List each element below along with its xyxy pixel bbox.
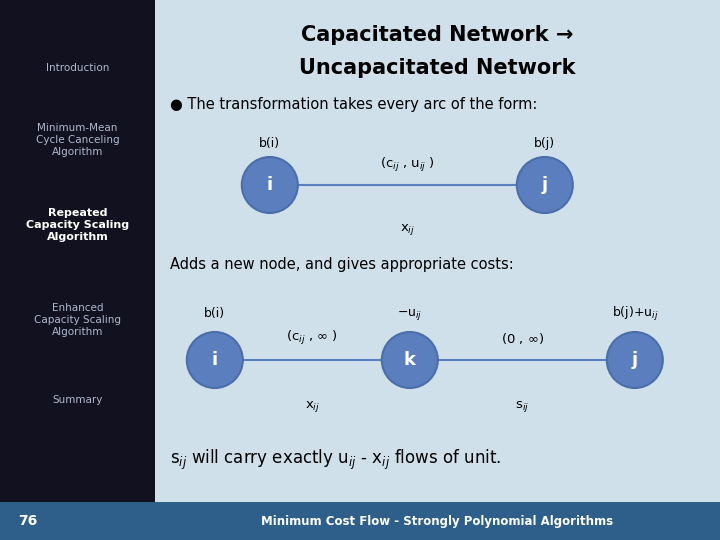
Text: Capacitated Network →: Capacitated Network → bbox=[301, 25, 574, 45]
Text: Enhanced
Capacity Scaling
Algorithm: Enhanced Capacity Scaling Algorithm bbox=[34, 303, 121, 336]
Text: x$_{ij}$: x$_{ij}$ bbox=[400, 222, 415, 238]
Text: s$_{ij}$: s$_{ij}$ bbox=[516, 399, 529, 414]
Text: j: j bbox=[631, 351, 638, 369]
Text: (c$_{ij}$ , u$_{ij}$ ): (c$_{ij}$ , u$_{ij}$ ) bbox=[380, 156, 435, 174]
Text: b(i): b(i) bbox=[259, 137, 280, 150]
Text: x$_{ij}$: x$_{ij}$ bbox=[305, 399, 320, 414]
Text: $-$u$_{ij}$: $-$u$_{ij}$ bbox=[397, 307, 423, 321]
Text: Uncapacitated Network: Uncapacitated Network bbox=[299, 58, 576, 78]
Text: Minimum Cost Flow - Strongly Polynomial Algorithms: Minimum Cost Flow - Strongly Polynomial … bbox=[261, 515, 613, 528]
Text: ● The transformation takes every arc of the form:: ● The transformation takes every arc of … bbox=[170, 98, 537, 112]
Text: Introduction: Introduction bbox=[45, 63, 109, 73]
Text: Summary: Summary bbox=[53, 395, 102, 405]
Text: Minimum-Mean
Cycle Canceling
Algorithm: Minimum-Mean Cycle Canceling Algorithm bbox=[35, 124, 120, 157]
Text: j: j bbox=[541, 176, 548, 194]
Circle shape bbox=[517, 157, 573, 213]
Bar bbox=[0, 0, 155, 540]
Circle shape bbox=[186, 332, 243, 388]
Text: i: i bbox=[212, 351, 218, 369]
Text: k: k bbox=[404, 351, 416, 369]
Text: Adds a new node, and gives appropriate costs:: Adds a new node, and gives appropriate c… bbox=[170, 258, 513, 273]
Text: (0 , $\infty$): (0 , $\infty$) bbox=[500, 330, 544, 346]
Text: Repeated
Capacity Scaling
Algorithm: Repeated Capacity Scaling Algorithm bbox=[26, 208, 129, 241]
Text: b(j)+u$_{ij}$: b(j)+u$_{ij}$ bbox=[611, 305, 658, 323]
Text: i: i bbox=[266, 176, 273, 194]
Text: 76: 76 bbox=[18, 514, 37, 528]
Bar bbox=[0, 502, 720, 540]
Circle shape bbox=[382, 332, 438, 388]
Text: b(i): b(i) bbox=[204, 307, 225, 321]
Text: s$_{ij}$ will carry exactly u$_{ij}$ - x$_{ij}$ flows of unit.: s$_{ij}$ will carry exactly u$_{ij}$ - x… bbox=[170, 448, 501, 472]
Text: (c$_{ij}$ , $\infty$ ): (c$_{ij}$ , $\infty$ ) bbox=[287, 329, 338, 347]
Circle shape bbox=[242, 157, 298, 213]
Circle shape bbox=[607, 332, 663, 388]
Text: b(j): b(j) bbox=[534, 137, 555, 150]
